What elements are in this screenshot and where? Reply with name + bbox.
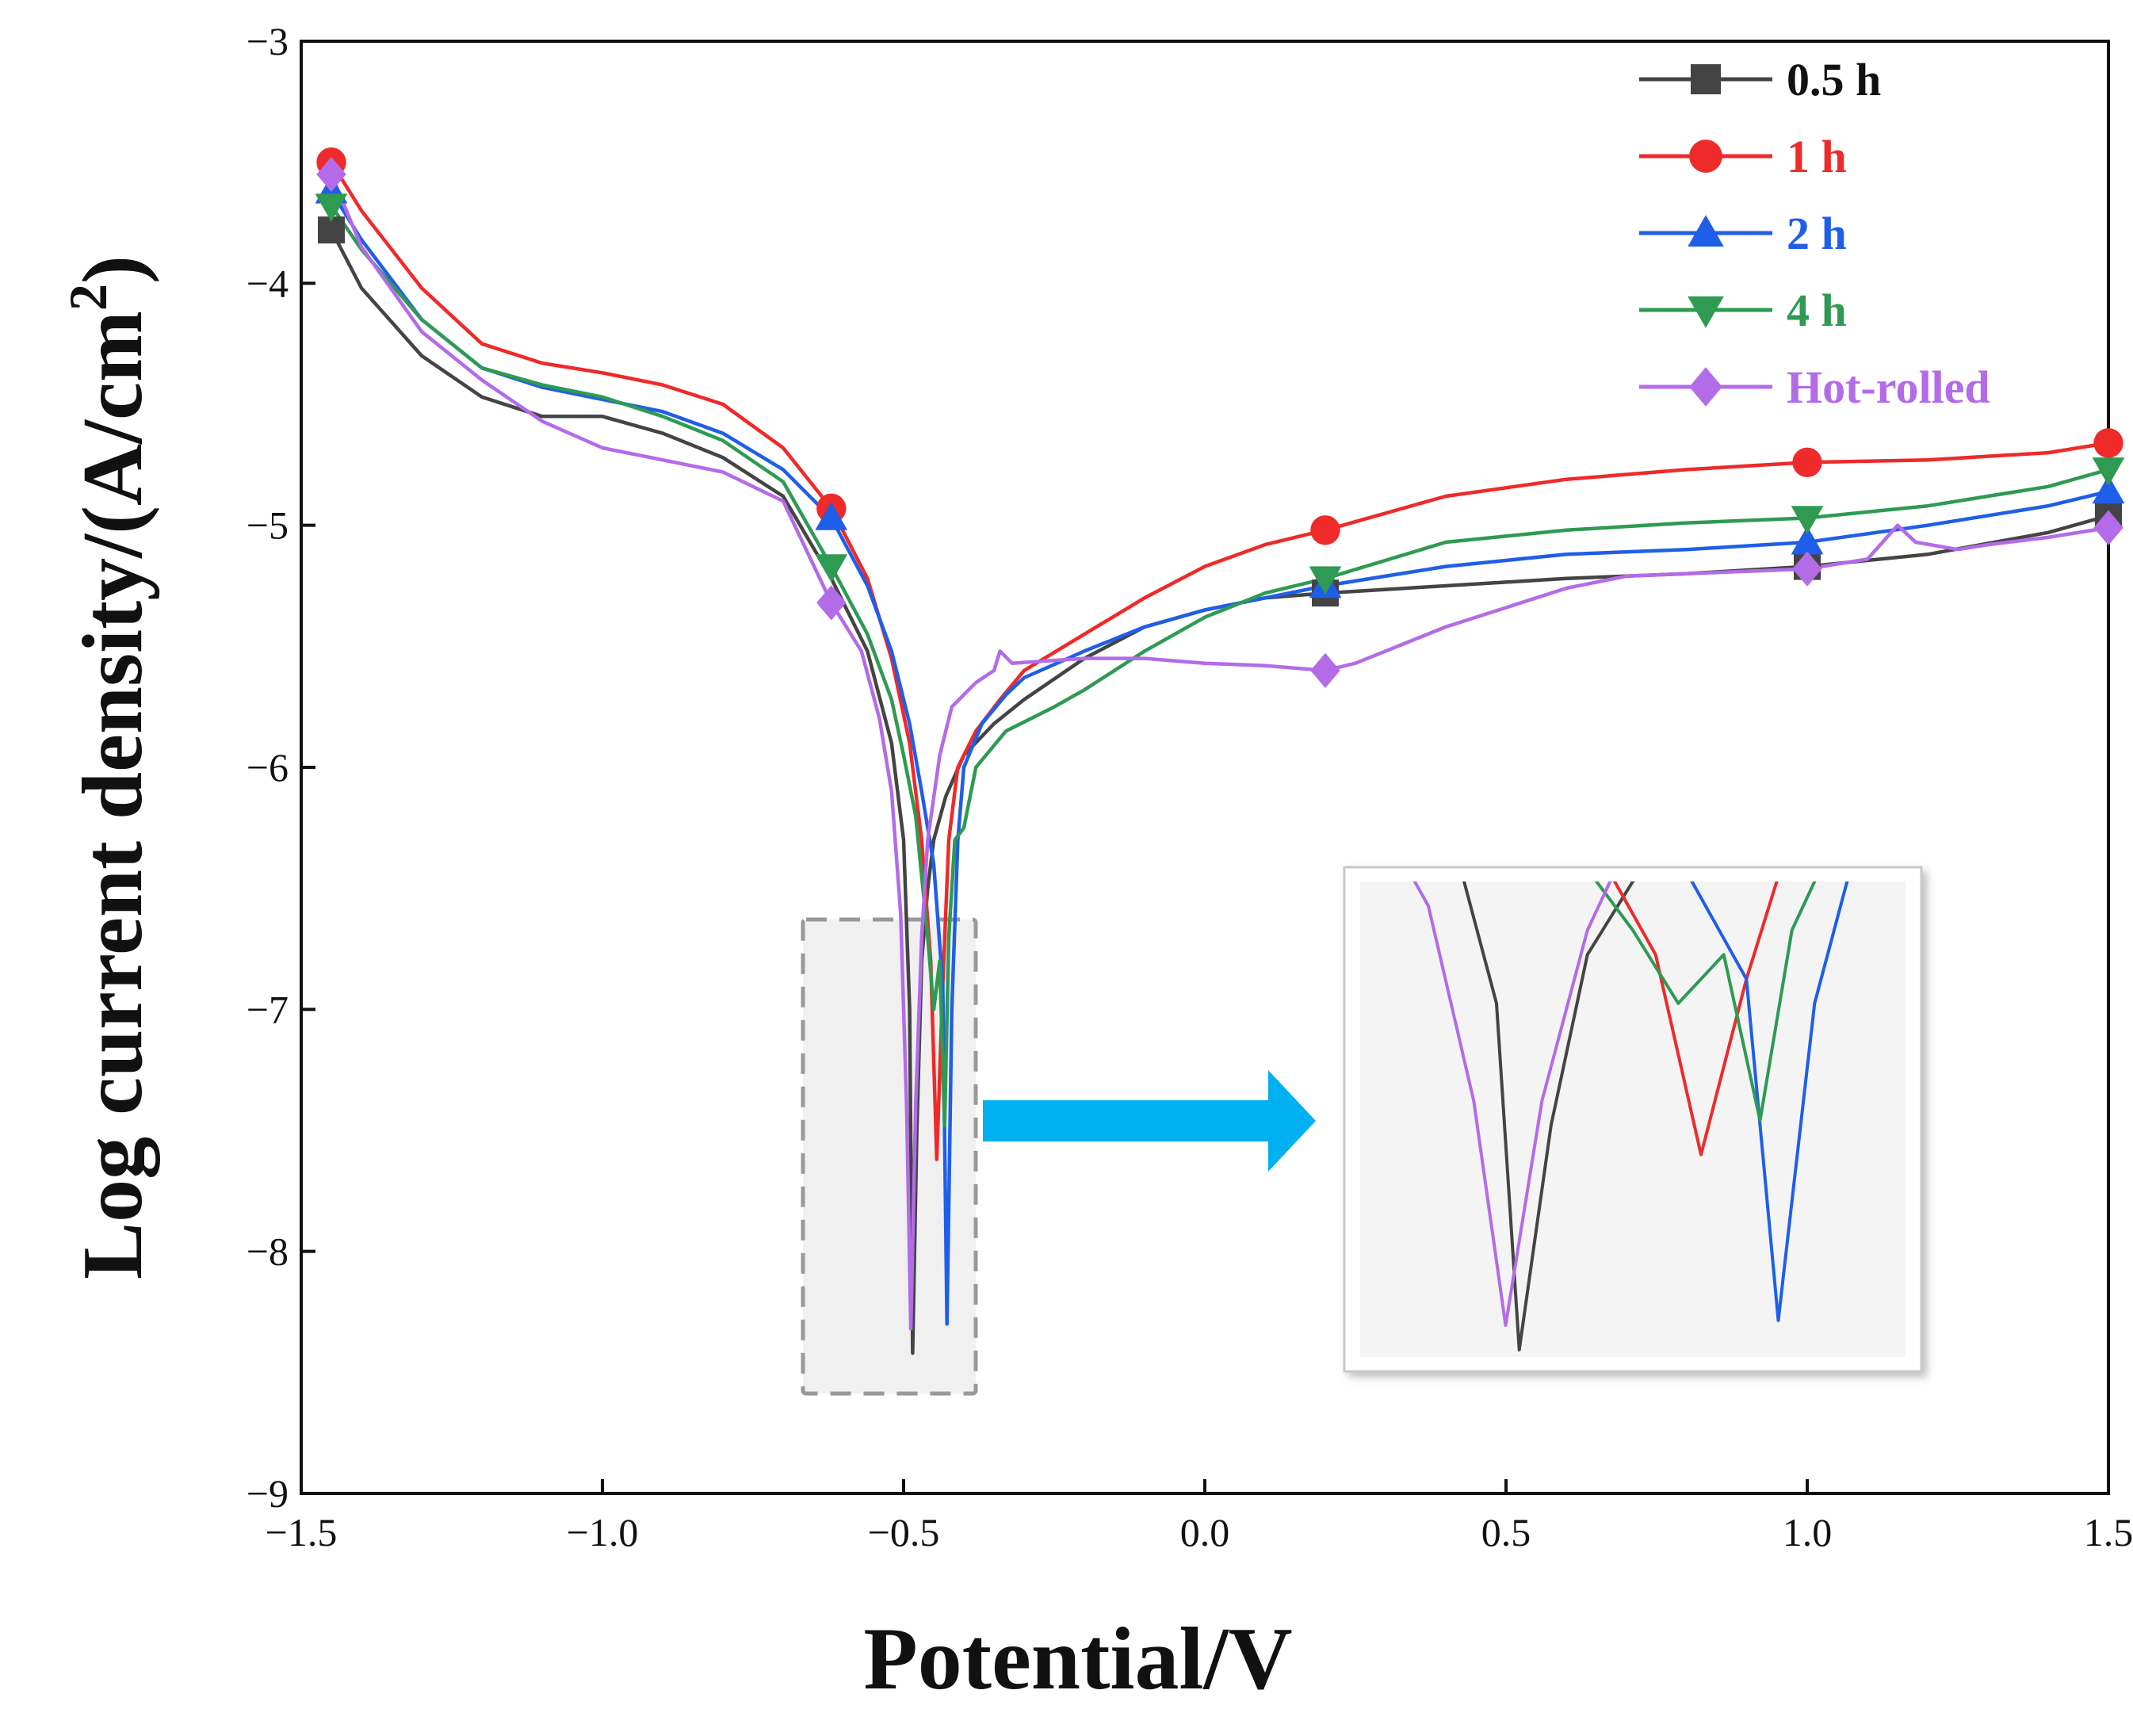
legend: 0.5 h 1 h 2 h 4 h Hot-rolled [1639,54,1990,413]
legend-label-0-5-h: 0.5 h [1787,54,1881,105]
data-marker-hot-rolled [816,585,847,621]
x-tick-label: 1.0 [1783,1510,1833,1554]
legend-marker-hot-rolled [1689,367,1722,407]
inset-line-1-h [1612,881,1779,1157]
series-line-0-5-h [330,229,2108,1356]
series-line-1-h [330,161,2108,1161]
series-line-hot-rolled [329,174,2108,1331]
legend-marker-1-h [1689,140,1722,173]
x-tick-label: 1.5 [2084,1510,2133,1554]
legend-label-4-h: 4 h [1787,285,1847,336]
y-tick-label: −8 [247,1229,289,1274]
data-marker-1-h [1310,515,1340,545]
data-marker-hot-rolled [2093,510,2123,545]
data-marker-hot-rolled [1792,551,1822,587]
x-tick-label: −0.5 [868,1510,940,1554]
legend-label-1-h: 1 h [1787,131,1847,182]
y-tick-label: −5 [247,503,289,548]
data-marker-hot-rolled [1310,652,1340,688]
series-line-4-h [330,205,2108,1128]
y-tick-label: −9 [247,1471,289,1516]
data-marker-2-h [815,502,848,530]
inset-zoom [1343,866,1923,1373]
data-marker-4-h [1791,506,1824,534]
legend-marker-2-h [1688,215,1724,247]
y-tick-label: −3 [247,19,289,63]
data-marker-4-h [315,193,348,223]
y-axis-title: Log current density/(A/cm2) [58,255,160,1279]
data-marker-4-h [815,554,848,583]
data-marker-1-h [1792,447,1822,477]
y-tick-label: −4 [247,261,289,305]
legend-label-hot-rolled: Hot-rolled [1787,361,1990,413]
data-marker-1-h [2093,428,2123,458]
data-marker-2-h [2092,475,2125,504]
data-marker-hot-rolled [316,156,346,193]
y-tick-label: −7 [247,987,289,1031]
data-marker-4-h [2092,457,2125,486]
y-tick-label: −6 [247,745,289,790]
series-line-2-h [330,190,2108,1326]
inset-line-4-h [1594,881,1817,1122]
x-axis-title: Potential/V [863,1610,1292,1708]
x-tick-label: 0.0 [1180,1510,1230,1554]
legend-label-2-h: 2 h [1787,208,1847,259]
data-marker-4-h [1309,566,1342,595]
data-marker-2-h [1791,526,1824,555]
x-tick-label: −1.5 [266,1510,338,1554]
x-tick-label: −1.0 [567,1510,639,1554]
legend-marker-0-5-h [1691,64,1721,94]
x-tick-label: 0.5 [1481,1510,1531,1554]
inset-line-2-h [1690,881,1849,1322]
legend-marker-4-h [1688,296,1724,328]
zoom-arrow [983,1070,1316,1172]
